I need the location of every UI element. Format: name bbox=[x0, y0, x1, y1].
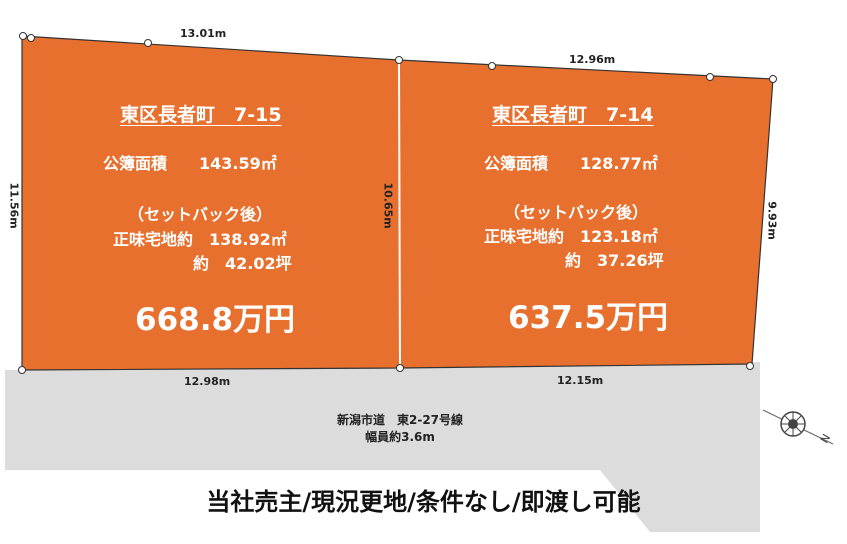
lot-7-15-area: 公簿面積 143.59㎡ bbox=[103, 154, 277, 173]
dim-right-side: 9.93m bbox=[765, 201, 779, 240]
road-width: 幅員約3.6m bbox=[365, 430, 435, 444]
boundary-marker bbox=[488, 62, 496, 70]
lot-7-14-title: 東区長者町 7-14 bbox=[492, 104, 654, 126]
boundary-marker bbox=[746, 362, 754, 370]
boundary-marker bbox=[706, 73, 714, 81]
lot-7-14-area: 公簿面積 128.77㎡ bbox=[484, 154, 658, 173]
road-area bbox=[5, 362, 760, 532]
lot-7-15-price: 668.8万円 bbox=[135, 302, 296, 338]
boundary-marker bbox=[769, 75, 777, 83]
dim-left-side: 11.56m bbox=[7, 182, 21, 229]
boundary-markers bbox=[18, 32, 777, 374]
boundary-marker bbox=[27, 34, 35, 42]
boundary-marker bbox=[19, 32, 27, 40]
boundary-marker bbox=[396, 364, 404, 372]
dim-middle: 10.65m bbox=[381, 182, 395, 229]
dim-bottom-right: 12.15m bbox=[557, 374, 604, 387]
lot-7-15-effective: 正味宅地約 138.92㎡ bbox=[113, 230, 287, 249]
dim-top-left: 13.01m bbox=[180, 27, 227, 40]
dim-bottom-left: 12.98m bbox=[184, 375, 231, 388]
road-name: 新潟市道 東2-27号線 bbox=[336, 413, 464, 427]
dim-top-right: 12.96m bbox=[569, 53, 616, 66]
lot-7-15-setback: （セットバック後） bbox=[128, 205, 273, 224]
lot-7-14-setback: （セットバック後） bbox=[504, 203, 649, 222]
boundary-marker bbox=[395, 56, 403, 64]
lot-7-14-effective: 正味宅地約 123.18㎡ bbox=[484, 227, 658, 246]
compass-icon: N bbox=[762, 409, 834, 446]
boundary-marker bbox=[18, 366, 26, 374]
lot-7-14-tsubo: 約 37.26坪 bbox=[565, 251, 664, 270]
caption: 当社売主/現況更地/条件なし/即渡し可能 bbox=[206, 488, 641, 516]
lot-7-15-tsubo: 約 42.02坪 bbox=[193, 254, 292, 273]
lot-divider bbox=[398, 59, 401, 369]
lot-7-14-price: 637.5万円 bbox=[508, 300, 669, 336]
lot-7-15-title: 東区長者町 7-15 bbox=[120, 104, 282, 126]
boundary-marker bbox=[144, 39, 152, 47]
